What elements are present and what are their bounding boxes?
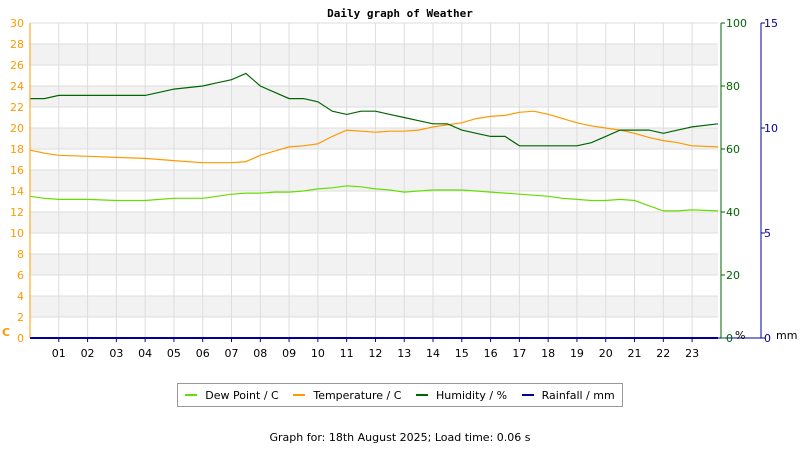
x-tick-label: 09 bbox=[282, 347, 296, 360]
humidity-tick-label: 0 bbox=[726, 332, 733, 345]
x-tick-label: 11 bbox=[340, 347, 354, 360]
rainfall-tick-label: 15 bbox=[764, 17, 778, 30]
series-line-humidity bbox=[30, 72, 719, 147]
temperature-tick-label: 26 bbox=[10, 59, 24, 72]
x-tick-label: 07 bbox=[225, 347, 239, 360]
x-tick-label: 13 bbox=[397, 347, 411, 360]
temperature-tick-label: 12 bbox=[10, 206, 24, 219]
rainfall-tick-label: 0 bbox=[764, 332, 771, 345]
x-tick-label: 01 bbox=[52, 347, 66, 360]
humidity-tick-label: 20 bbox=[726, 269, 740, 282]
chart-title: Daily graph of Weather bbox=[327, 7, 473, 20]
band bbox=[30, 254, 718, 275]
band bbox=[30, 44, 718, 65]
band bbox=[30, 65, 718, 86]
temperature-tick-label: 14 bbox=[10, 185, 24, 198]
graph-footer: Graph for: 18th August 2025; Load time: … bbox=[269, 431, 531, 444]
legend-label-humidity: Humidity / % bbox=[436, 388, 508, 402]
band bbox=[30, 23, 718, 44]
x-tick-label: 16 bbox=[484, 347, 498, 360]
x-tick-label: 03 bbox=[109, 347, 123, 360]
x-tick-label: 08 bbox=[253, 347, 267, 360]
humidity-unit-label: % bbox=[735, 329, 745, 342]
x-tick-label: 06 bbox=[196, 347, 210, 360]
band bbox=[30, 317, 718, 338]
x-tick-label: 19 bbox=[570, 347, 584, 360]
band bbox=[30, 212, 718, 233]
x-tick-label: 14 bbox=[426, 347, 440, 360]
legend-label-dew-point: Dew Point / C bbox=[205, 388, 279, 402]
series-line-temperature bbox=[29, 110, 719, 164]
rainfall-tick-label: 10 bbox=[764, 122, 778, 135]
humidity-tick-label: 80 bbox=[726, 80, 740, 93]
band bbox=[30, 275, 718, 296]
temperature-tick-label: 18 bbox=[10, 143, 24, 156]
temperature-tick-label: 30 bbox=[10, 17, 24, 30]
temperature-tick-label: 20 bbox=[10, 122, 24, 135]
temperature-tick-label: 2 bbox=[17, 311, 24, 324]
legend-swatch-temperature bbox=[293, 394, 306, 396]
x-tick-label: 12 bbox=[368, 347, 382, 360]
temperature-tick-label: 8 bbox=[17, 248, 24, 261]
legend-swatch-dew-point bbox=[185, 394, 198, 396]
legend-item-dew-point: Dew Point / C bbox=[185, 388, 279, 402]
temperature-tick-label: 28 bbox=[10, 38, 24, 51]
temperature-tick-label: 0 bbox=[17, 332, 24, 345]
legend-swatch-rainfall bbox=[521, 394, 534, 396]
axes bbox=[29, 22, 765, 342]
x-tick-label: 23 bbox=[685, 347, 699, 360]
humidity-tick-label: 40 bbox=[726, 206, 740, 219]
legend-label-rainfall: Rainfall / mm bbox=[541, 388, 615, 402]
x-tick-label: 18 bbox=[541, 347, 555, 360]
temperature-tick-label: 22 bbox=[10, 101, 24, 114]
legend-item-humidity: Humidity / % bbox=[416, 389, 507, 402]
x-tick-label: 22 bbox=[656, 347, 670, 360]
temperature-tick-label: 16 bbox=[10, 164, 24, 177]
band bbox=[30, 149, 718, 170]
temperature-tick-label: 4 bbox=[17, 290, 24, 303]
band bbox=[30, 107, 718, 128]
x-tick-label: 05 bbox=[167, 347, 181, 360]
temperature-tick-label: 10 bbox=[10, 227, 24, 240]
legend-item-temperature: Temperature / C bbox=[293, 389, 401, 402]
legend: Dew Point / C Temperature / C Humidity /… bbox=[177, 383, 623, 407]
temperature-unit-label: C bbox=[2, 326, 10, 339]
x-tick-label: 17 bbox=[512, 347, 526, 360]
legend-item-rainfall: Rainfall / mm bbox=[521, 388, 615, 402]
x-tick-label: 04 bbox=[138, 347, 152, 360]
humidity-tick-label: 60 bbox=[726, 143, 740, 156]
band bbox=[30, 233, 718, 254]
band bbox=[30, 191, 718, 212]
band bbox=[30, 86, 718, 107]
temperature-tick-label: 6 bbox=[17, 269, 24, 282]
rainfall-tick-label: 5 bbox=[764, 227, 771, 240]
series-line-dew-point bbox=[29, 185, 719, 212]
x-tick-label: 15 bbox=[455, 347, 469, 360]
humidity-tick-label: 100 bbox=[726, 17, 747, 30]
grid-lines bbox=[30, 22, 718, 339]
background-bands bbox=[30, 23, 718, 338]
x-tick-label: 02 bbox=[81, 347, 95, 360]
band bbox=[30, 128, 718, 149]
x-tick-label: 20 bbox=[599, 347, 613, 360]
x-tick-label: 21 bbox=[628, 347, 642, 360]
x-tick-label: 10 bbox=[311, 347, 325, 360]
legend-swatch-humidity bbox=[416, 394, 429, 396]
legend-label-temperature: Temperature / C bbox=[313, 388, 402, 402]
temperature-tick-label: 24 bbox=[10, 80, 24, 93]
band bbox=[30, 170, 718, 191]
rainfall-unit-label: mm bbox=[776, 329, 797, 342]
band bbox=[30, 296, 718, 317]
